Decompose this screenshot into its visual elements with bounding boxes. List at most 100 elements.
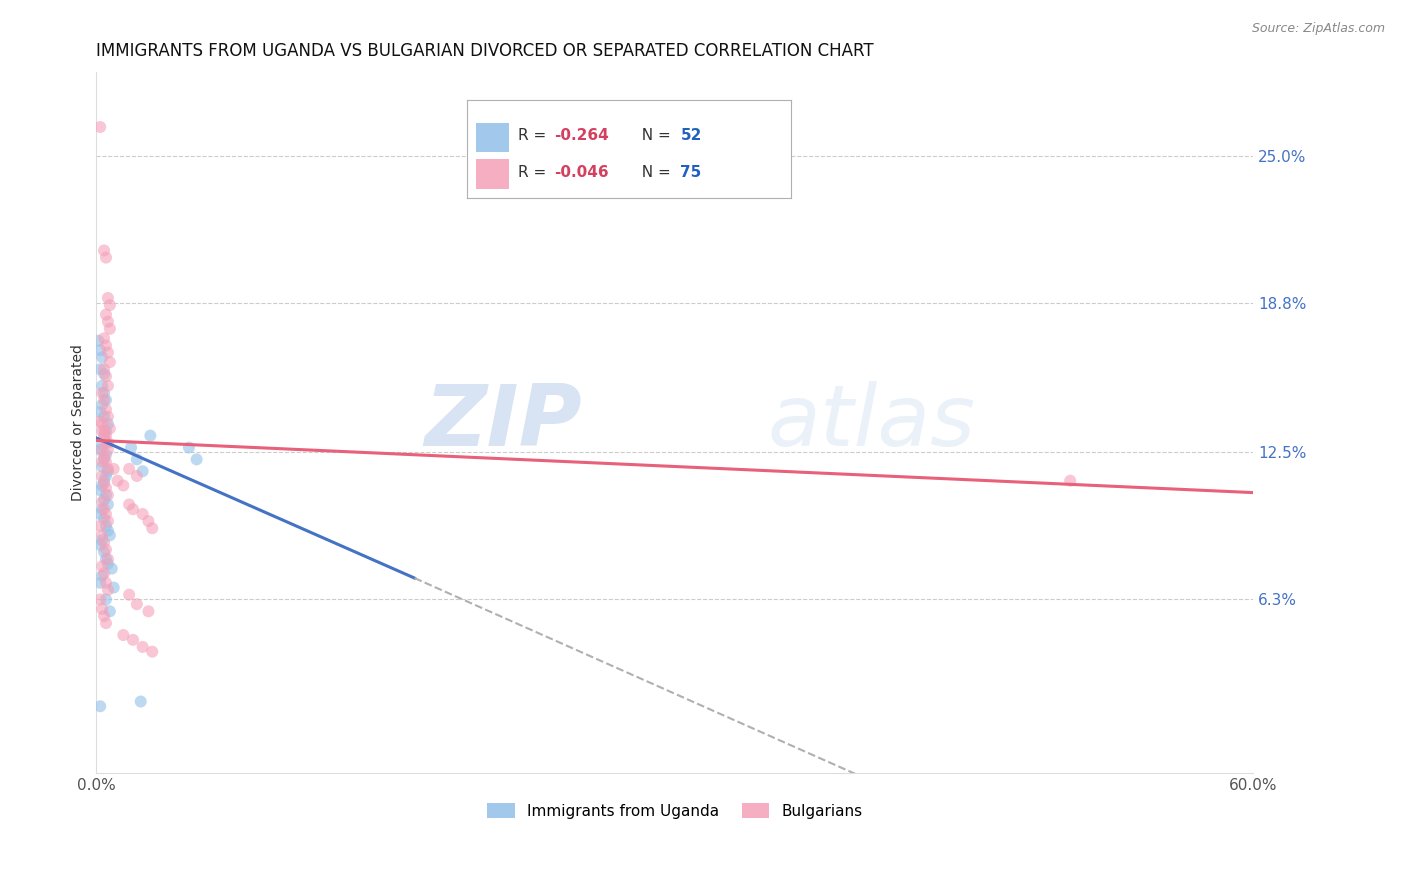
Point: [97, 378, 120, 392]
Point: [93, 424, 115, 438]
Point: [94, 481, 117, 495]
Point: [94, 369, 117, 384]
Point: [91, 495, 114, 509]
Point: [98, 528, 121, 542]
Point: [94, 428, 117, 442]
Point: [93, 431, 115, 445]
Point: [93, 535, 115, 549]
Text: atlas: atlas: [768, 381, 976, 464]
Text: IMMIGRANTS FROM UGANDA VS BULGARIAN DIVORCED OR SEPARATED CORRELATION CHART: IMMIGRANTS FROM UGANDA VS BULGARIAN DIVO…: [97, 42, 875, 60]
Point: [186, 452, 208, 467]
Point: [131, 640, 153, 654]
Point: [97, 435, 120, 450]
Point: [94, 402, 117, 417]
Point: [94, 251, 117, 265]
Point: [93, 512, 115, 526]
Point: [91, 478, 114, 492]
Point: [97, 557, 120, 571]
Point: [94, 392, 117, 407]
Point: [93, 450, 115, 464]
Point: [112, 478, 135, 492]
Point: [93, 474, 115, 488]
Point: [93, 566, 115, 581]
Point: [118, 588, 141, 602]
Point: [89, 507, 111, 521]
Point: [94, 308, 117, 322]
Point: [93, 609, 115, 624]
Point: [91, 559, 114, 574]
Point: [93, 385, 115, 400]
Point: [91, 455, 114, 469]
Point: [125, 452, 148, 467]
Point: [94, 469, 117, 483]
Point: [93, 476, 115, 491]
Point: [87, 334, 110, 348]
Point: [94, 552, 117, 566]
Point: [141, 645, 163, 659]
Point: [103, 581, 125, 595]
Legend: Immigrants from Uganda, Bulgarians: Immigrants from Uganda, Bulgarians: [481, 797, 869, 824]
Point: [91, 378, 114, 392]
Point: [91, 502, 114, 516]
Point: [97, 582, 120, 597]
Point: [93, 492, 115, 507]
Point: [91, 442, 114, 457]
Point: [94, 616, 117, 631]
Point: [94, 575, 117, 590]
Point: [91, 469, 114, 483]
Point: [97, 488, 120, 502]
Point: [89, 575, 111, 590]
Point: [122, 502, 145, 516]
Point: [91, 398, 114, 412]
Point: [93, 244, 115, 258]
Point: [94, 424, 117, 438]
Point: [97, 291, 120, 305]
Point: [131, 507, 153, 521]
Point: [89, 343, 111, 358]
Point: [91, 351, 114, 365]
Point: [91, 424, 114, 438]
Point: [1059, 474, 1081, 488]
Point: [93, 502, 115, 516]
Point: [93, 452, 115, 467]
Point: [93, 362, 115, 376]
Point: [91, 568, 114, 582]
Point: [94, 435, 117, 450]
Point: [94, 488, 117, 502]
Point: [138, 514, 160, 528]
Point: [97, 417, 120, 431]
Point: [103, 462, 125, 476]
Point: [97, 442, 120, 457]
Y-axis label: Divorced or Separated: Divorced or Separated: [72, 344, 86, 501]
Point: [94, 507, 117, 521]
Point: [97, 464, 120, 478]
Point: [131, 464, 153, 478]
Point: [91, 438, 114, 452]
Point: [94, 519, 117, 533]
Point: [107, 474, 129, 488]
Point: [94, 448, 117, 462]
Point: [139, 428, 162, 442]
Point: [91, 533, 114, 547]
Point: [118, 498, 141, 512]
Text: ZIP: ZIP: [425, 381, 582, 464]
Point: [91, 602, 114, 616]
Point: [91, 459, 114, 474]
Point: [98, 298, 121, 312]
Point: [91, 417, 114, 431]
Point: [101, 561, 124, 575]
Point: [89, 120, 111, 134]
Point: [125, 597, 148, 611]
Point: [98, 421, 121, 435]
Point: [98, 355, 121, 369]
Point: [94, 542, 117, 557]
Point: [89, 483, 111, 498]
Point: [112, 628, 135, 642]
Text: Source: ZipAtlas.com: Source: ZipAtlas.com: [1251, 22, 1385, 36]
Point: [89, 592, 111, 607]
Point: [97, 514, 120, 528]
Point: [98, 604, 121, 618]
Point: [97, 315, 120, 329]
Point: [97, 345, 120, 359]
Point: [94, 338, 117, 352]
